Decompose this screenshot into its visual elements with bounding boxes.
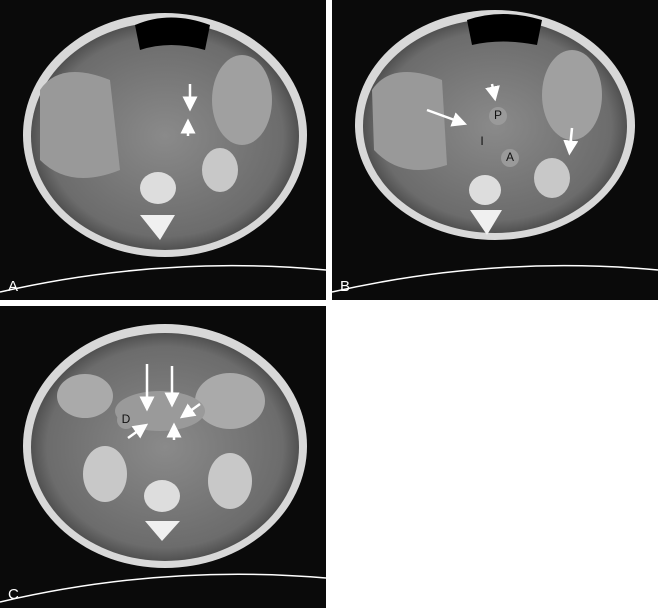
pancreas	[115, 391, 205, 431]
annotation: D	[122, 412, 131, 426]
annotation: A	[506, 150, 514, 164]
panel-c: D C	[0, 306, 327, 608]
vertebra	[140, 172, 176, 204]
vertebra	[144, 480, 180, 512]
bowel	[195, 373, 265, 429]
panel-label: C	[8, 586, 19, 603]
kidney	[83, 446, 127, 502]
label-circle	[489, 107, 507, 125]
bowel	[212, 55, 272, 145]
annotation: P	[494, 108, 502, 122]
label-circle	[501, 149, 519, 167]
spine	[470, 210, 502, 235]
bowel	[57, 374, 113, 418]
arrow	[127, 423, 149, 440]
table-line	[331, 264, 658, 293]
annotation: I	[480, 134, 483, 148]
spine	[140, 215, 175, 240]
liver	[372, 72, 447, 170]
panel-a: A	[0, 0, 327, 300]
table-line	[0, 264, 327, 293]
stomach-gas	[467, 14, 542, 45]
kidney	[202, 148, 238, 192]
panel-b: P I A B	[331, 0, 658, 300]
panel-label: A	[8, 278, 18, 295]
panel-label: B	[340, 278, 350, 295]
bowel	[542, 50, 602, 140]
stomach-gas	[135, 17, 210, 50]
table-line	[0, 573, 327, 603]
spine	[145, 521, 180, 541]
arrow	[179, 402, 201, 419]
arrowhead	[485, 83, 500, 102]
arrow	[563, 127, 579, 156]
label-circle	[117, 411, 135, 429]
kidney	[208, 453, 252, 509]
liver	[40, 72, 120, 178]
kidney	[534, 158, 570, 198]
arrow	[426, 108, 468, 127]
vertebra	[469, 175, 501, 205]
